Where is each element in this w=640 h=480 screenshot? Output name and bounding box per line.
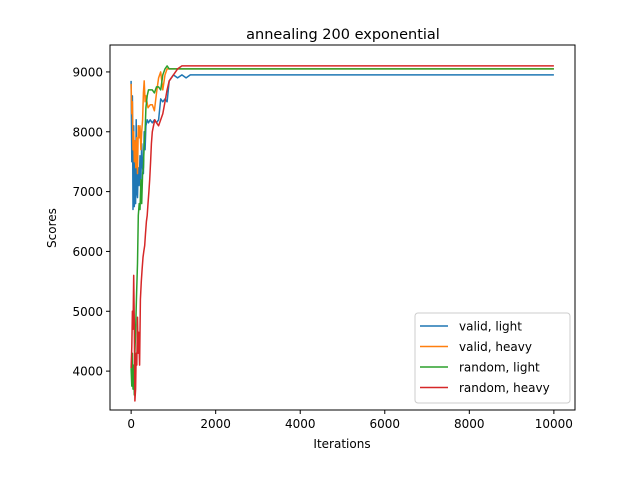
plot-lines [130, 65, 554, 402]
y-axis-label: Scores [45, 208, 59, 248]
legend-label: valid, heavy [459, 340, 532, 354]
chart-title: annealing 200 exponential [246, 27, 440, 43]
x-tick-label: 8000 [454, 417, 485, 431]
legend-label: valid, light [459, 320, 522, 334]
y-tick-label: 6000 [72, 245, 103, 259]
x-axis: 0 2000 4000 6000 8000 10000 [127, 410, 573, 431]
y-tick-label: 7000 [72, 185, 103, 199]
x-tick-label: 0 [127, 417, 135, 431]
y-tick-label: 8000 [72, 125, 103, 139]
plot-frame [109, 44, 576, 411]
series-line-3 [130, 65, 554, 402]
series-line-1 [130, 68, 554, 175]
legend-label: random, heavy [459, 381, 550, 395]
y-tick-label: 4000 [72, 365, 103, 379]
series-line-0 [130, 74, 554, 211]
y-tick-label: 5000 [72, 305, 103, 319]
x-tick-label: 10000 [535, 417, 573, 431]
x-tick-label: 6000 [369, 417, 400, 431]
x-axis-label: Iterations [313, 437, 370, 451]
legend: valid, light valid, heavy random, light ran… [414, 312, 571, 404]
legend-box [414, 312, 571, 404]
y-axis: 4000 5000 6000 7000 8000 9000 [72, 65, 110, 379]
x-tick-label: 2000 [200, 417, 231, 431]
y-tick-label: 9000 [72, 65, 103, 79]
legend-label: random, light [459, 361, 540, 375]
x-tick-label: 4000 [285, 417, 316, 431]
